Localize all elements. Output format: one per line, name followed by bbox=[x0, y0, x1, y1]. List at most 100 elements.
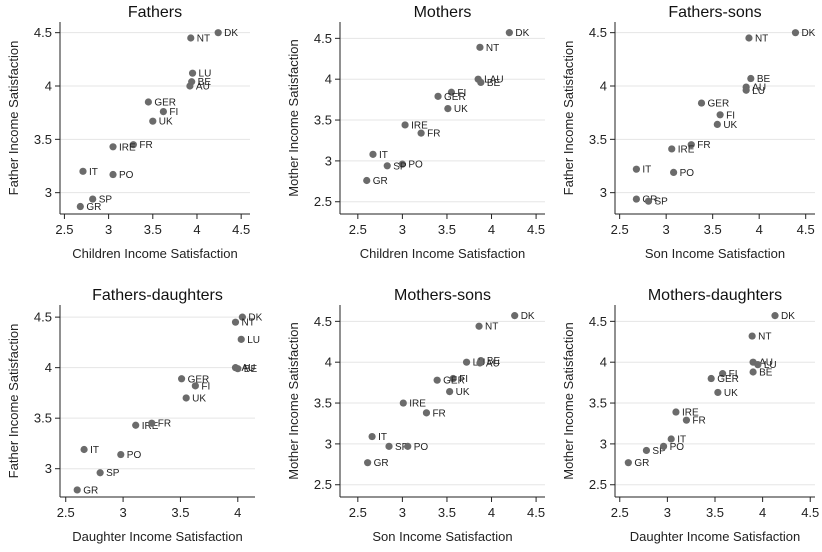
y-axis-label: Father Income Satisfaction bbox=[561, 41, 576, 196]
data-point bbox=[117, 450, 125, 459]
y-tick-label: 3 bbox=[325, 153, 332, 168]
point-label: FI bbox=[729, 369, 738, 380]
y-tick-label: 4 bbox=[45, 360, 52, 375]
data-point bbox=[182, 394, 190, 402]
data-point bbox=[364, 459, 372, 467]
y-tick-label: 4 bbox=[325, 355, 332, 370]
point-label: PO bbox=[408, 160, 423, 171]
data-point bbox=[129, 141, 137, 149]
x-tick-label: 4 bbox=[193, 222, 200, 237]
point-label: FR bbox=[158, 419, 171, 430]
chart-title: Fathers-daughters bbox=[92, 287, 223, 304]
y-tick-label: 4.5 bbox=[314, 314, 332, 329]
x-axis-label: Son Income Satisfaction bbox=[372, 529, 512, 544]
data-point bbox=[670, 168, 678, 176]
x-axis-label: Daughter Income Satisfaction bbox=[630, 529, 801, 544]
data-point bbox=[659, 442, 668, 450]
x-tick-label: 2.5 bbox=[611, 505, 629, 520]
point-label: DK bbox=[521, 311, 535, 322]
data-point bbox=[188, 69, 197, 77]
point-label: IRE bbox=[682, 408, 699, 419]
point-label: GR bbox=[373, 176, 388, 187]
point-label: NT bbox=[197, 34, 210, 45]
data-point bbox=[475, 322, 483, 330]
chart-panel: 2.5 3 3.5 4 4.5 2.5 3 3.5 4 4.5 Mothers-daughters D… bbox=[561, 287, 819, 544]
x-tick-label: 2.5 bbox=[611, 222, 629, 237]
point-label: GER bbox=[154, 98, 176, 109]
point-label: PO bbox=[414, 442, 429, 453]
data-point bbox=[149, 117, 157, 125]
point-label: PO bbox=[680, 168, 695, 179]
point-label: IT bbox=[90, 445, 99, 456]
point-label: BE bbox=[757, 74, 771, 85]
x-tick-label: 2.5 bbox=[349, 505, 367, 520]
point-label: AU bbox=[486, 359, 500, 370]
point-label: FI bbox=[726, 110, 735, 121]
data-point bbox=[476, 43, 484, 51]
data-point bbox=[417, 129, 425, 137]
point-label: DK bbox=[248, 313, 262, 324]
point-label: FI bbox=[169, 107, 178, 118]
data-point bbox=[644, 197, 653, 205]
data-point bbox=[632, 165, 640, 173]
x-tick-label: 4 bbox=[756, 222, 763, 237]
x-tick-label: 3.5 bbox=[706, 505, 724, 520]
point-label: FI bbox=[459, 374, 468, 385]
y-tick-label: 4.5 bbox=[589, 25, 607, 40]
point-label: SP bbox=[654, 197, 668, 208]
point-label: LU bbox=[199, 69, 212, 80]
point-label: AU bbox=[752, 83, 766, 94]
point-label: SP bbox=[652, 446, 666, 457]
point-label: NT bbox=[485, 322, 498, 333]
x-tick-label: 3 bbox=[399, 222, 406, 237]
x-tick-label: 2.5 bbox=[349, 222, 367, 237]
chart-panel: 2.5 3 3.5 4 4.5 2.5 3 3.5 4 4.5 Mothers Children In… bbox=[286, 4, 545, 261]
data-point bbox=[401, 121, 409, 129]
x-tick-label: 4 bbox=[759, 505, 766, 520]
point-label: PO bbox=[670, 442, 685, 453]
data-point bbox=[363, 176, 371, 185]
point-label: SP bbox=[395, 442, 409, 453]
x-axis-label: Son Income Satisfaction bbox=[645, 246, 785, 261]
y-tick-label: 3 bbox=[45, 461, 52, 476]
x-tick-label: 4.5 bbox=[801, 505, 819, 520]
point-label: GER bbox=[443, 376, 465, 387]
x-axis-label: Daughter Income Satisfaction bbox=[72, 529, 243, 544]
y-tick-label: 3 bbox=[45, 185, 52, 200]
point-label: FR bbox=[692, 416, 705, 427]
data-point bbox=[237, 335, 245, 343]
data-point bbox=[76, 202, 84, 211]
data-point bbox=[745, 34, 753, 42]
data-point bbox=[719, 370, 727, 378]
data-point bbox=[716, 111, 724, 119]
point-label: LU bbox=[752, 86, 765, 97]
point-label: NT bbox=[486, 43, 499, 54]
point-label: DK bbox=[801, 28, 815, 39]
data-point bbox=[80, 445, 88, 454]
x-tick-label: 2.5 bbox=[57, 505, 75, 520]
data-point bbox=[186, 82, 194, 90]
point-label: BE bbox=[198, 77, 212, 88]
y-axis-label: Father Income Satisfaction bbox=[6, 41, 21, 196]
point-label: BE bbox=[487, 356, 501, 367]
y-axis-label: Mother Income Satisfaction bbox=[286, 322, 301, 480]
y-tick-label: 3.5 bbox=[34, 132, 52, 147]
point-label: GR bbox=[83, 485, 98, 496]
data-point bbox=[404, 442, 412, 450]
y-tick-label: 4 bbox=[600, 79, 607, 94]
x-tick-label: 4 bbox=[488, 222, 495, 237]
data-point bbox=[714, 388, 722, 397]
data-point bbox=[96, 469, 104, 477]
chart-title: Fathers bbox=[128, 4, 182, 21]
chart-title: Mothers-sons bbox=[394, 287, 491, 304]
point-label: BE bbox=[244, 364, 258, 375]
data-point bbox=[505, 29, 513, 37]
point-label: GER bbox=[444, 92, 466, 103]
point-label: IRE bbox=[411, 120, 428, 131]
chart-panel: 3 3.5 4 4.5 2.5 3 3.5 4 4.5 Fathers-sons Son Incom… bbox=[561, 4, 816, 261]
point-label: GER bbox=[188, 374, 210, 385]
y-tick-label: 4.5 bbox=[34, 310, 52, 325]
point-label: GR bbox=[86, 202, 101, 213]
point-label: IRE bbox=[119, 142, 136, 153]
